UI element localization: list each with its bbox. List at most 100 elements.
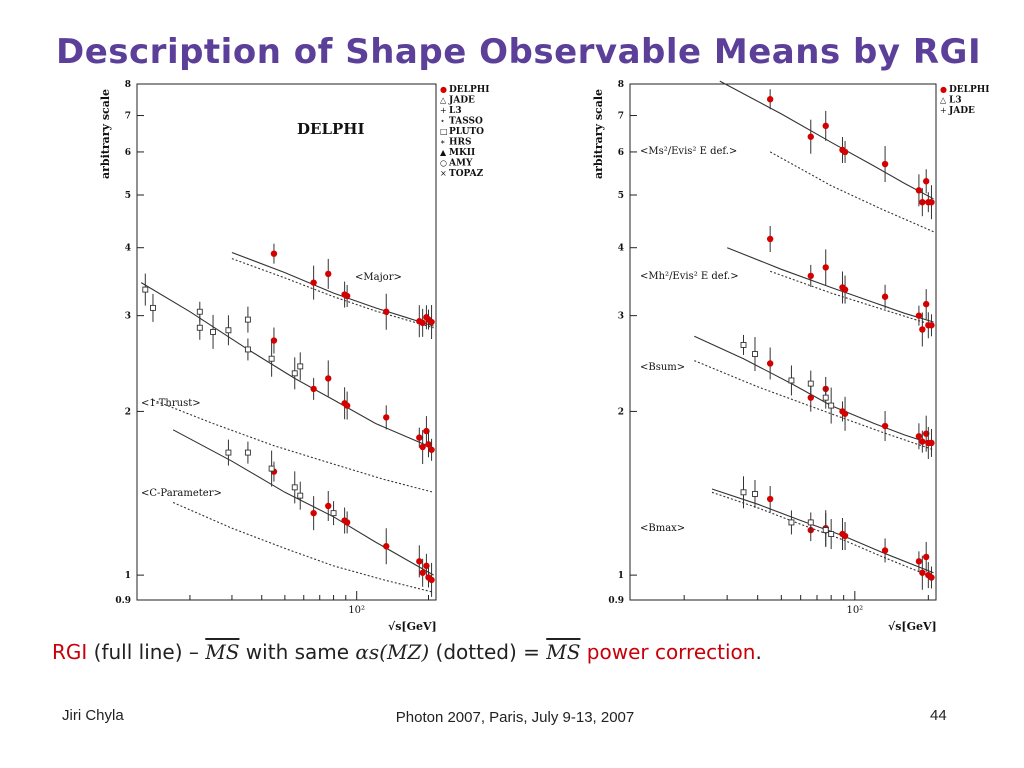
- data-point-delphi: [915, 433, 923, 440]
- data-point-delphi: [425, 441, 432, 448]
- data-point-delphi: [919, 198, 926, 206]
- y-tick-label: 4: [618, 244, 624, 254]
- y-tick-label: 3: [125, 312, 131, 322]
- data-point-delphi: [928, 439, 935, 447]
- data-point-other: [828, 531, 835, 537]
- data-point-delphi: [766, 360, 774, 367]
- y-tick-label: 8: [618, 80, 624, 90]
- curve-label: <Ms²/Evis² E def.>: [640, 146, 737, 157]
- legend-marker: ×: [440, 169, 447, 178]
- legend-marker: ⋆: [440, 117, 445, 126]
- legend-marker: △: [440, 96, 447, 105]
- y-tick-label: 8: [125, 80, 131, 90]
- data-point-delphi: [428, 576, 435, 584]
- data-point-delphi: [428, 318, 435, 326]
- data-point-delphi: [841, 410, 849, 417]
- data-point-delphi: [822, 122, 829, 130]
- data-point-other: [291, 370, 298, 377]
- caption-rgi: RGI: [52, 640, 88, 664]
- data-point-delphi: [841, 532, 849, 540]
- legend-label: AMY: [448, 159, 473, 169]
- x-axis-label: √s[GeV]: [888, 620, 937, 633]
- legend-label: L3: [449, 106, 462, 116]
- data-point-other: [822, 394, 829, 401]
- data-point-delphi: [325, 270, 332, 278]
- y-tick-label: 0.9: [608, 596, 624, 606]
- data-point-delphi: [428, 446, 435, 453]
- data-point-other: [244, 316, 251, 323]
- data-point-other: [196, 324, 203, 331]
- data-point-delphi: [325, 375, 332, 382]
- caption-part3: (dotted) =: [429, 640, 547, 664]
- data-point-delphi: [841, 148, 849, 156]
- curve-label: <Major>: [355, 272, 402, 283]
- slide-caption: RGI (full line) – MS with same αs(MZ) (d…: [52, 640, 762, 664]
- plot-frame-0: [136, 83, 437, 601]
- legend-label: L3: [949, 96, 962, 106]
- data-point-other: [297, 363, 304, 370]
- data-point-delphi: [928, 322, 935, 329]
- y-tick-label: 3: [618, 312, 624, 322]
- y-axis-label: arbitrary scale: [99, 89, 112, 179]
- data-point-other: [291, 484, 298, 491]
- y-tick-label: 5: [618, 191, 624, 201]
- data-point-other: [297, 492, 304, 499]
- data-point-other: [244, 449, 251, 456]
- fit-curve-msbar: [231, 258, 434, 329]
- y-tick-label: 4: [125, 244, 131, 254]
- x-tick-label: 10²: [846, 605, 863, 616]
- curve-label: <Mh²/Evis² E def.>: [640, 271, 739, 282]
- data-point-other: [788, 377, 795, 384]
- data-point-other: [150, 304, 156, 311]
- caption-period: .: [755, 640, 762, 664]
- caption-ms1: MS: [205, 640, 240, 664]
- data-point-delphi: [881, 547, 889, 554]
- data-point-delphi: [343, 292, 351, 300]
- caption-part4: power correction: [580, 640, 756, 664]
- data-point-other: [788, 519, 795, 526]
- fit-curve-msbar: [152, 399, 434, 493]
- data-point-delphi: [310, 279, 317, 286]
- data-point-other: [268, 355, 275, 362]
- data-point-other: [828, 402, 835, 409]
- y-tick-label: 2: [125, 407, 131, 417]
- data-point-other: [142, 286, 149, 293]
- y-tick-label: 0.9: [115, 596, 131, 606]
- data-point-other: [807, 380, 814, 387]
- fit-curve-rgi: [719, 80, 934, 200]
- legend-label: DELPHI: [949, 85, 989, 95]
- data-point-other: [196, 308, 203, 315]
- data-point-delphi: [928, 574, 935, 581]
- data-point-delphi: [383, 543, 390, 550]
- legend-marker: ▲: [440, 148, 447, 157]
- data-point-delphi: [881, 422, 889, 430]
- data-point-delphi: [766, 495, 774, 503]
- data-point-other: [268, 465, 275, 472]
- data-point-delphi: [310, 509, 317, 517]
- caption-ms2: MS: [546, 640, 581, 664]
- chart-title: DELPHI: [297, 120, 364, 138]
- legend-label: JADE: [448, 96, 475, 106]
- data-point-delphi: [915, 558, 923, 565]
- legend-marker: ○: [440, 159, 447, 168]
- data-point-other: [225, 327, 232, 334]
- data-point-delphi: [270, 250, 278, 257]
- fit-curve-rgi: [231, 251, 434, 327]
- data-point-delphi: [919, 569, 926, 576]
- data-point-delphi: [310, 385, 317, 393]
- legend-marker: △: [940, 96, 947, 105]
- fit-curve-rgi: [726, 247, 934, 323]
- legend-marker: ●: [440, 85, 447, 94]
- data-point-delphi: [419, 443, 426, 451]
- slide-title: Description of Shape Observable Means by…: [56, 32, 982, 72]
- data-point-other: [330, 510, 337, 517]
- legend-label: DELPHI: [449, 85, 489, 95]
- curve-label: <Bmax>: [640, 523, 685, 534]
- data-point-delphi: [881, 160, 889, 168]
- footer-event: Photon 2007, Paris, July 9-13, 2007: [395, 709, 635, 726]
- fit-curve-rgi: [711, 488, 934, 574]
- data-point-delphi: [766, 235, 774, 243]
- fit-curve-msbar: [770, 270, 934, 326]
- data-point-delphi: [419, 569, 426, 576]
- legend-marker: +: [940, 106, 947, 115]
